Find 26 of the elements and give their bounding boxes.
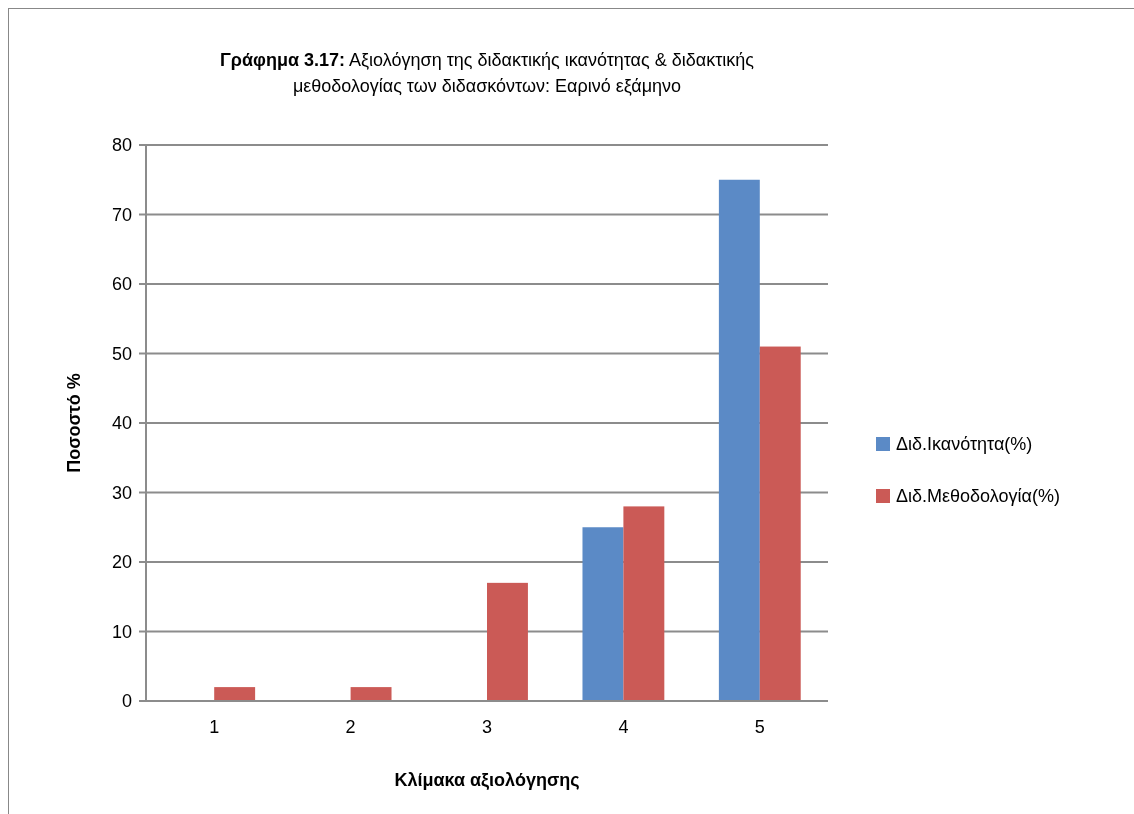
x-tick-label: 1 xyxy=(209,717,220,737)
y-tick-label: 50 xyxy=(111,343,132,364)
x-tick-label: 3 xyxy=(481,717,493,737)
bar xyxy=(487,582,528,701)
bar xyxy=(623,506,665,701)
bar xyxy=(350,687,392,701)
y-tick-label: 30 xyxy=(111,482,132,503)
y-tick-label: 0 xyxy=(121,691,132,712)
y-axis-title: Ποσοστό % xyxy=(64,373,84,473)
bar xyxy=(718,179,760,701)
y-tick-label: 70 xyxy=(111,204,132,225)
y-tick-label: 40 xyxy=(111,413,132,434)
y-tick-label: 80 xyxy=(111,135,132,156)
y-tick-label: 60 xyxy=(111,274,132,295)
bar xyxy=(759,346,801,701)
bar xyxy=(214,687,256,701)
legend-label: Διδ.Μεθοδολογία(%) xyxy=(896,486,1060,507)
x-tick-label: 4 xyxy=(618,717,629,737)
legend-label: Διδ.Ικανότητα(%) xyxy=(896,434,1033,455)
x-tick-label: 2 xyxy=(345,717,356,737)
y-tick-label: 10 xyxy=(111,621,132,642)
x-tick-label: 5 xyxy=(754,717,765,737)
bar xyxy=(582,527,624,701)
x-axis-title: Κλίμακα αξιολόγησης xyxy=(394,770,580,791)
chart-title: Γράφημα 3.17: Αξιολόγηση της διδακτικής ικανότητας & διδακτικής μεθοδολογίας των διδασκόντων: Εαρινό εξάμηνο xyxy=(220,50,755,96)
y-tick-label: 20 xyxy=(111,552,132,573)
